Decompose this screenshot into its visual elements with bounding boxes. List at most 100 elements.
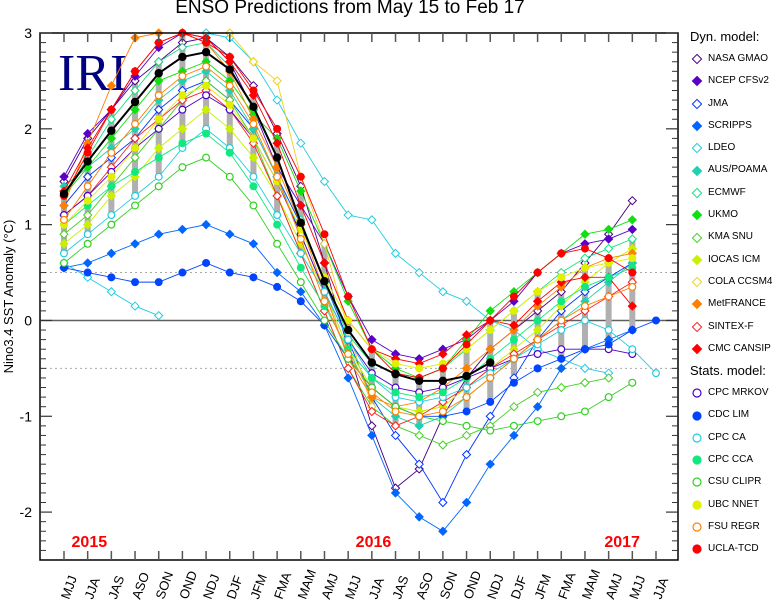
average-point: [438, 376, 448, 386]
data-point: [154, 104, 164, 115]
legend-label: NASA GMAO: [708, 53, 769, 64]
average-point: [415, 376, 424, 386]
data-point: [320, 230, 329, 239]
x-tick-label: JFM: [531, 572, 554, 601]
diamond-marker-icon: [690, 342, 704, 356]
x-tick-label: JAS: [105, 573, 127, 601]
legend-label: CSU CLIPR: [708, 476, 762, 488]
series-layer: [59, 28, 660, 536]
data-point: [415, 412, 424, 421]
data-point: [178, 163, 187, 172]
data-point: [486, 373, 495, 382]
data-point: [485, 306, 495, 316]
data-point: [249, 134, 258, 143]
data-point: [603, 234, 614, 244]
x-tick-label: NDJ: [200, 572, 223, 601]
average-point: [462, 371, 471, 381]
data-point: [367, 373, 376, 382]
data-point: [532, 306, 543, 316]
data-point: [177, 124, 188, 134]
data-point: [272, 76, 282, 86]
average-point: [296, 218, 305, 227]
legend-label: UBC NNET: [708, 498, 760, 510]
y-tick-label: 3: [24, 25, 32, 41]
data-point: [461, 449, 472, 460]
data-point: [202, 91, 211, 100]
data-point: [367, 388, 376, 397]
legend-item: UBC NNET: [690, 494, 782, 516]
data-point: [461, 430, 472, 441]
data-point: [273, 282, 282, 291]
data-point: [438, 407, 447, 416]
data-point: [344, 292, 353, 301]
data-point: [628, 282, 637, 291]
data-point: [273, 124, 282, 133]
data-point: [202, 81, 211, 90]
data-point: [438, 349, 448, 359]
data-point: [462, 340, 471, 349]
data-point: [273, 239, 282, 248]
data-point: [130, 133, 140, 144]
data-point: [178, 105, 187, 114]
legend-item: CMC CANSIP: [690, 338, 782, 360]
data-point: [414, 421, 424, 431]
data-point: [415, 364, 424, 373]
data-point: [201, 219, 211, 230]
legend-marker: [692, 522, 702, 532]
legend-marker: [691, 343, 703, 355]
y-tick-label: 0: [24, 312, 32, 328]
x-tick-label: MJJ: [58, 573, 80, 601]
data-point: [532, 301, 543, 311]
iri-watermark: IRI: [58, 45, 127, 102]
data-point: [296, 297, 305, 306]
legend-marker: [691, 276, 703, 288]
legend-label: CPC CA: [708, 431, 746, 443]
legend-marker: [691, 98, 703, 110]
data-point: [59, 249, 68, 258]
series-line: [63, 37, 633, 489]
range-bar: [510, 310, 517, 378]
data-point: [628, 254, 637, 263]
legend-item: CSU CLIPR: [690, 471, 782, 493]
x-tick-label: FMA: [271, 570, 295, 601]
data-point: [509, 421, 518, 430]
x-tick-label: JJA: [650, 575, 672, 601]
legend-item: AUS/POAMA: [690, 159, 782, 181]
data-point: [130, 301, 140, 311]
data-point: [249, 120, 258, 129]
legend-marker: [691, 120, 703, 132]
data-point: [580, 302, 589, 311]
data-point: [107, 220, 116, 229]
data-point: [533, 335, 542, 344]
average-point: [59, 189, 69, 199]
data-point: [485, 344, 495, 354]
data-point: [154, 153, 163, 162]
data-point: [272, 95, 282, 105]
diamond-marker-icon: [690, 186, 704, 200]
legend-marker: [691, 187, 703, 199]
data-point: [390, 430, 401, 441]
diamond-marker-icon: [690, 97, 704, 111]
legend-label: CMC CANSIP: [708, 342, 771, 354]
average-point: [343, 325, 353, 335]
data-point: [154, 172, 163, 181]
data-point: [627, 215, 638, 225]
data-point: [273, 220, 282, 229]
data-point: [107, 182, 116, 191]
year-label: 2017: [604, 534, 640, 551]
data-point: [462, 421, 471, 430]
data-point: [485, 459, 495, 469]
data-point: [59, 258, 68, 267]
data-point: [202, 62, 211, 71]
data-point: [319, 258, 330, 268]
data-point: [509, 292, 518, 301]
data-point: [107, 148, 116, 157]
data-point: [59, 229, 69, 239]
legend-marker: [692, 500, 702, 510]
watermark-layer: IRI: [58, 45, 127, 102]
average-point: [249, 102, 258, 111]
series-kma-snu: [59, 76, 614, 450]
data-point: [343, 210, 353, 220]
legend-item: LDEO: [690, 137, 782, 159]
